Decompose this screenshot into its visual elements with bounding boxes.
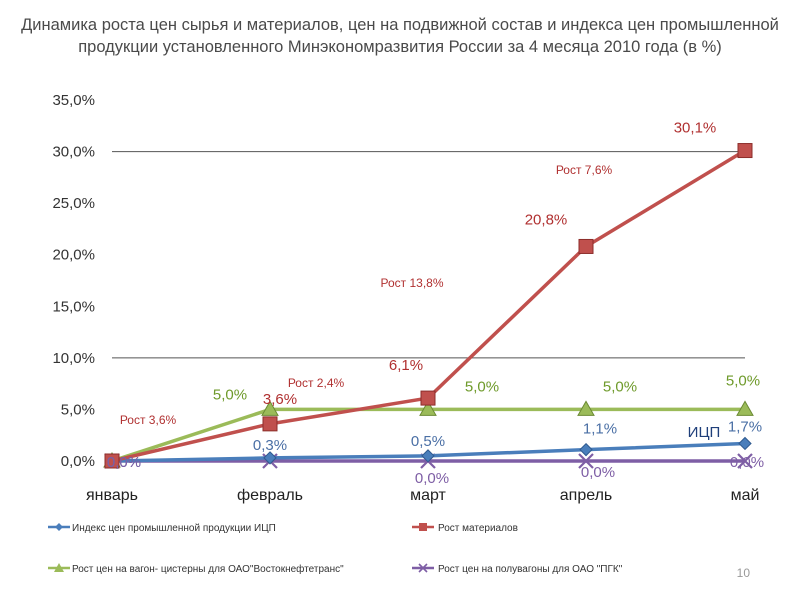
legend-swatch-marker bbox=[419, 523, 427, 531]
legend-entry: Индекс цен промышленной продукции ИЦП bbox=[48, 523, 276, 534]
series-point bbox=[420, 390, 436, 406]
data-label: 6,1% bbox=[389, 357, 423, 374]
grid-lines bbox=[112, 151, 745, 359]
legend-label: Рост материалов bbox=[438, 523, 518, 534]
data-label: 0,0% bbox=[730, 454, 764, 471]
data-label: 30,1% bbox=[674, 120, 717, 137]
data-label: 1,7% bbox=[728, 418, 762, 435]
legend-swatch-marker bbox=[418, 563, 428, 573]
annotations: Рост 3,6% Рост 2,4% Рост 13,8% Рост 7,6% ИЦП bbox=[120, 163, 721, 441]
legend-swatch-marker bbox=[54, 563, 64, 572]
series-point bbox=[577, 400, 595, 416]
series-point bbox=[578, 453, 594, 469]
y-tick-label: 5,0% bbox=[61, 401, 95, 418]
page-number: 10 bbox=[736, 566, 750, 580]
data-label: 5,0% bbox=[726, 372, 760, 389]
x-tick-label: май bbox=[731, 487, 760, 504]
x-tick-label: апрель bbox=[560, 487, 613, 504]
legend-entry: Рост материалов bbox=[412, 523, 518, 534]
series-point bbox=[261, 400, 279, 416]
y-axis: 0,0% 5,0% 10,0% 15,0% 20,0% 25,0% 30,0% 35,0% bbox=[52, 92, 95, 470]
y-tick-label: 20,0% bbox=[52, 247, 95, 264]
y-tick-label: 10,0% bbox=[52, 350, 95, 367]
legend-label: Рост цен на полувагоны для ОАО "ПГК" bbox=[438, 564, 623, 575]
y-tick-label: 15,0% bbox=[52, 298, 95, 315]
data-label: 5,0% bbox=[465, 378, 499, 395]
x-axis: январь февраль март апрель май bbox=[86, 487, 759, 504]
data-label: 0,5% bbox=[411, 433, 445, 450]
annotation: Рост 3,6% bbox=[120, 413, 177, 427]
series-point bbox=[738, 436, 752, 451]
annotation: ИЦП bbox=[688, 424, 721, 441]
legend-label: Индекс цен промышленной продукции ИЦП bbox=[72, 523, 276, 534]
data-label: 5,0% bbox=[603, 378, 637, 395]
data-label: 0,0% bbox=[107, 454, 141, 471]
legend-entry: Рост цен на вагон- цистерны для ОАО"Вост… bbox=[48, 563, 344, 575]
series-point bbox=[419, 400, 437, 416]
data-label: 0,0% bbox=[415, 470, 449, 487]
annotation: Рост 7,6% bbox=[556, 163, 613, 177]
series-group bbox=[103, 143, 754, 469]
series-point bbox=[736, 400, 754, 416]
annotation: Рост 13,8% bbox=[380, 276, 443, 290]
data-label: 3,6% bbox=[263, 391, 297, 408]
series-point bbox=[421, 449, 435, 463]
series-point bbox=[578, 238, 594, 254]
series-point bbox=[737, 453, 753, 469]
legend-swatch-marker bbox=[55, 523, 63, 531]
series-1 bbox=[104, 143, 753, 469]
data-label: 0,0% bbox=[581, 464, 615, 481]
x-tick-label: январь bbox=[86, 487, 138, 504]
annotation: Рост 2,4% bbox=[288, 376, 345, 390]
data-label: 5,0% bbox=[213, 386, 247, 403]
series-point bbox=[263, 451, 277, 465]
y-tick-label: 25,0% bbox=[52, 195, 95, 212]
legend-label: Рост цен на вагон- цистерны для ОАО"Вост… bbox=[72, 563, 344, 575]
x-tick-label: февраль bbox=[237, 487, 303, 504]
y-tick-label: 0,0% bbox=[61, 453, 95, 470]
legend-entry: Рост цен на полувагоны для ОАО "ПГК" bbox=[412, 563, 623, 575]
data-label: 0,0% bbox=[107, 454, 141, 471]
chart-title: Динамика роста цен сырья и материалов, ц… bbox=[21, 16, 779, 56]
data-label: 20,8% bbox=[525, 211, 568, 228]
x-tick-label: март bbox=[410, 487, 446, 504]
series-point bbox=[737, 143, 753, 159]
data-label: 1,1% bbox=[583, 421, 617, 438]
series-point bbox=[104, 453, 120, 469]
data-label: 0,3% bbox=[253, 437, 287, 454]
data-labels: 0,0% 0,3% 0,5% 1,1% 1,7% 3,6% 6,1% 20,8% 30,1% 5,… bbox=[107, 120, 764, 487]
y-tick-label: 30,0% bbox=[52, 144, 95, 161]
series-point bbox=[579, 442, 593, 457]
series-point bbox=[262, 416, 278, 432]
legend: Индекс цен промышленной продукции ИЦП Рос… bbox=[48, 523, 623, 575]
y-tick-label: 35,0% bbox=[52, 92, 95, 109]
